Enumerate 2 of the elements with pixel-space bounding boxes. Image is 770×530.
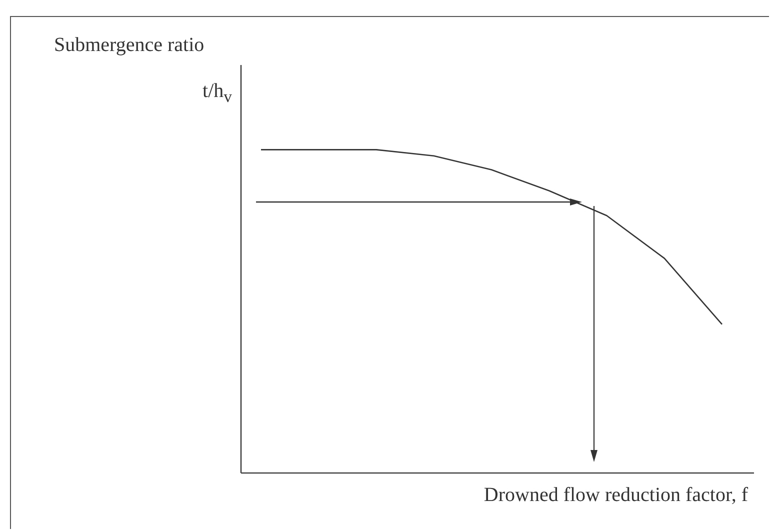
text: Submergence ratio t/h$_{v}$ xyxy=(54,34,232,106)
x-axis-title: Drowned flow reduction factor, f xyxy=(484,484,748,507)
